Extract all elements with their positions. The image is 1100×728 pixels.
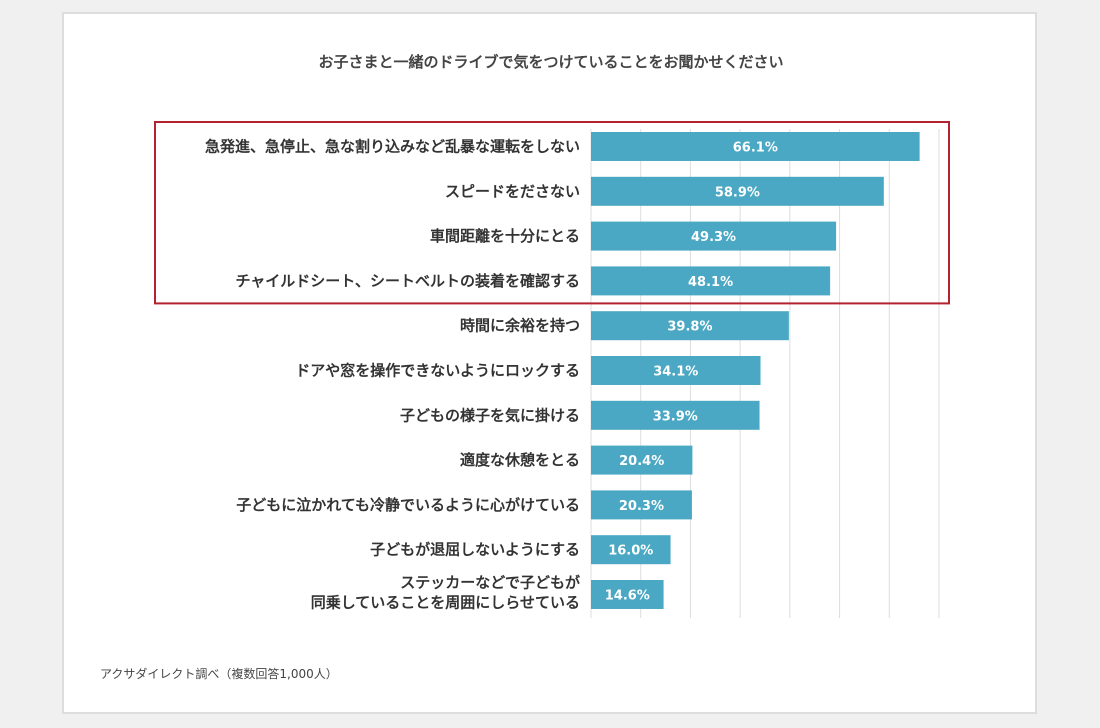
chart-title: お子さまと一緒のドライブで気をつけていることをお聞かせください	[318, 53, 783, 71]
bar	[591, 445, 693, 475]
category-label: ドアや窓を操作できないようにロックする	[295, 362, 580, 380]
bar-chart: お子さまと一緒のドライブで気をつけていることをお聞かせください 66.1% 58.…	[100, 53, 950, 681]
category-labels: 急発進、急停止、急な割り込みなど乱暴な運転をしないスピードをださない車間距離を十…	[205, 138, 581, 612]
bars: 66.1% 58.9% 49.3% 48.1% 39.8% 34.1% 33.9% 20.4%…	[591, 132, 920, 609]
category-label: 適度な休憩をとる	[460, 451, 580, 469]
category-label: 急発進、急停止、急な割り込みなど乱暴な運転をしない	[205, 138, 580, 156]
bar-value-label: 49.3%	[691, 230, 736, 245]
category-label: 時間に余裕を持つ	[460, 317, 580, 335]
source-note: アクサダイレクト調べ（複数回答1,000人）	[100, 666, 338, 681]
bar-value-label: 33.9%	[653, 409, 698, 424]
category-label: 子どもが退屈しないようにする	[370, 541, 580, 559]
category-label: 車間距離を十分にとる	[430, 227, 580, 245]
bar	[591, 535, 671, 565]
chart-card: お子さまと一緒のドライブで気をつけていることをお聞かせください 66.1% 58.…	[62, 12, 1037, 714]
bar	[591, 266, 831, 296]
category-label: 子どもの様子を気に掛ける	[400, 406, 580, 424]
bar	[591, 221, 837, 251]
bar-value-label: 39.8%	[667, 320, 712, 335]
bar	[591, 356, 761, 385]
category-label: 同乗していることを周囲にしらせている	[311, 594, 580, 612]
bar-value-label: 16.0%	[608, 544, 653, 559]
bar-value-label: 34.1%	[653, 365, 698, 380]
bar	[591, 490, 692, 520]
bar-value-label: 20.4%	[619, 454, 664, 469]
bar-value-label: 66.1%	[733, 141, 778, 156]
bar-value-label: 58.9%	[715, 185, 760, 200]
category-label: チャイルドシート、シートベルトの装着を確認する	[235, 272, 580, 290]
category-label: スピードをださない	[445, 182, 580, 200]
bar	[591, 176, 884, 206]
bar	[591, 400, 760, 430]
bar-value-label: 14.6%	[605, 589, 650, 604]
category-label: ステッカーなどで子どもが	[400, 574, 581, 592]
highlight-box	[154, 121, 950, 305]
highlight-box-group	[154, 121, 950, 305]
bar-value-label: 20.3%	[619, 499, 664, 514]
category-label: 子どもに泣かれても冷静でいるように心がけている	[236, 496, 580, 514]
bar-value-label: 48.1%	[688, 275, 733, 290]
bar	[591, 311, 789, 341]
bar	[591, 580, 664, 609]
bar	[591, 132, 920, 161]
